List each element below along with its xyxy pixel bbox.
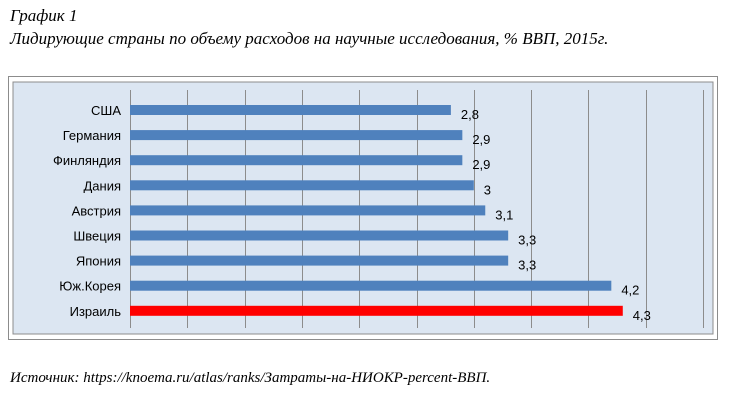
- category-label: США: [91, 103, 121, 118]
- bars: [130, 105, 623, 316]
- bar: [130, 180, 474, 191]
- value-label: 4,3: [633, 308, 651, 323]
- bar: [130, 105, 451, 115]
- bar: [130, 155, 463, 166]
- category-label: Япония: [76, 254, 121, 269]
- category-label: Израиль: [70, 304, 122, 319]
- value-label: 3,3: [518, 233, 536, 248]
- labels: США 2,8 Германия 2,9 Финляндия 2,9 Дания 3 Австр…: [53, 103, 651, 323]
- bar: [130, 205, 486, 216]
- bar: [130, 130, 463, 141]
- bar-chart: США 2,8 Германия 2,9 Финляндия 2,9 Дания 3 Австр…: [8, 76, 718, 340]
- value-label: 2,9: [472, 157, 490, 172]
- bar: [130, 255, 509, 266]
- chart-container: США 2,8 Германия 2,9 Финляндия 2,9 Дания 3 Австр…: [8, 76, 718, 340]
- figure-source: Источник: https://knoema.ru/atlas/ranks/…: [10, 370, 491, 386]
- bar: [130, 230, 509, 241]
- category-label: Швеция: [73, 229, 121, 244]
- value-label: 2,8: [461, 107, 479, 122]
- bar: [130, 280, 612, 291]
- value-label: 4,2: [621, 283, 639, 298]
- category-label: Австрия: [72, 203, 121, 218]
- category-label: Дания: [83, 178, 121, 193]
- category-label: Германия: [63, 128, 121, 143]
- bar: [130, 305, 623, 316]
- value-label: 2,9: [472, 132, 490, 147]
- figure-title: Лидирующие страны по объему расходов на …: [10, 29, 609, 48]
- value-label: 3,1: [495, 207, 513, 222]
- figure-label: График 1: [10, 6, 78, 25]
- value-label: 3,3: [518, 258, 536, 273]
- category-label: Юж.Корея: [59, 279, 121, 294]
- value-label: 3: [484, 182, 491, 197]
- category-label: Финляндия: [53, 153, 121, 168]
